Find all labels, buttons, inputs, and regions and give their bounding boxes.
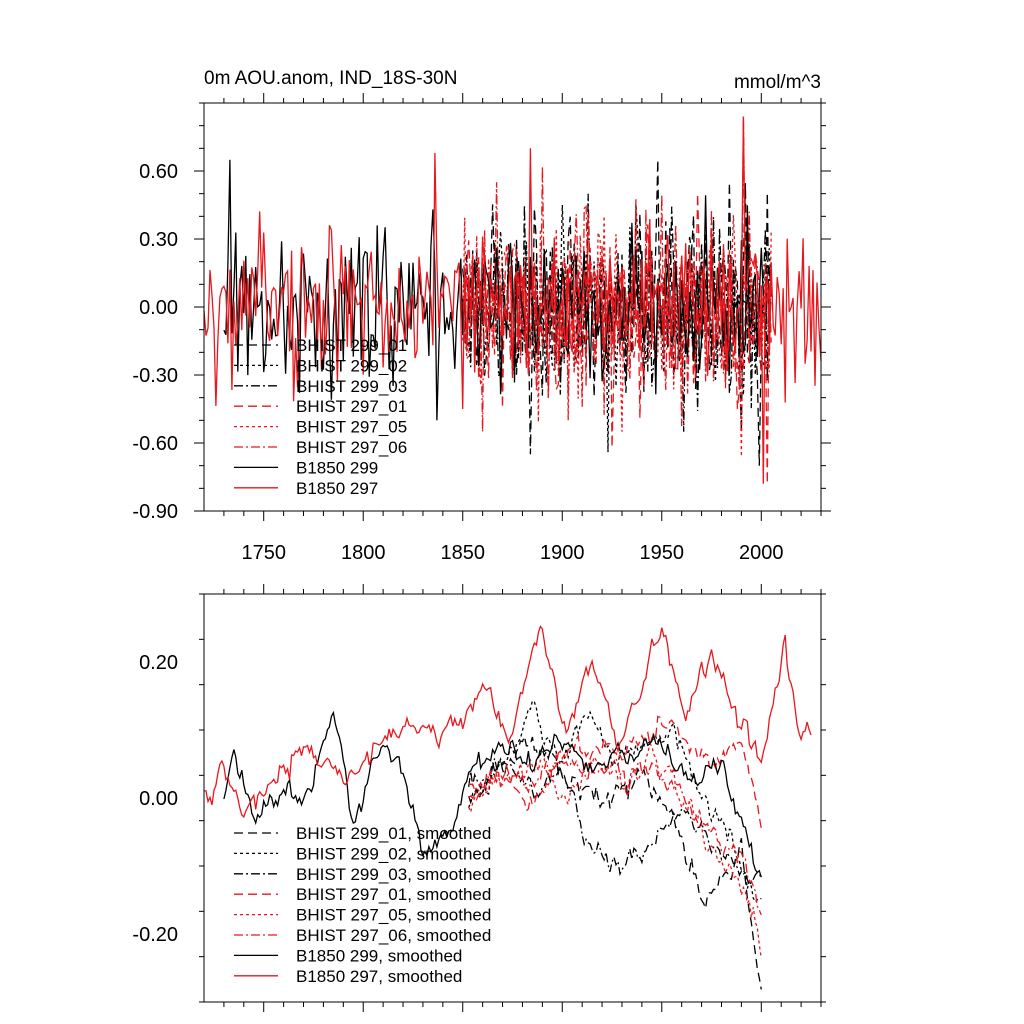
series-line-b1850-299-smoothed [223,710,762,878]
legend-label: BHIST 297_06, smoothed [296,926,491,945]
legend-label: BHIST 297_05, smoothed [296,906,491,925]
legend-label: BHIST 297_06 [296,438,407,457]
legend-label: BHIST 299_02, smoothed [296,844,491,863]
top-chart-series-group [203,116,822,484]
y-tick-label: 0.30 [139,229,178,251]
y-tick-label: -0.30 [132,365,178,387]
y-tick-label: 0.60 [139,161,178,183]
bottom-chart-axes: 0.20 0.00 -0.20 [132,584,826,1012]
series-line-b1850-297 [203,116,822,484]
series-line-b1850-299 [223,159,764,421]
x-tick-label: 1850 [440,542,485,564]
bottom-chart-series-group [204,625,812,990]
series-line-bhist-299-01 [462,159,772,466]
top-chart-units: mmol/m^3 [734,72,821,93]
bottom-chart-plot-frame [203,593,822,1003]
top-chart-panel: 0m AOU.anom, IND_18S-30N mmol/m^3 0.600.… [132,68,831,564]
y-tick-label: -0.90 [132,501,178,523]
legend-label: BHIST 297_01, smoothed [296,885,491,904]
legend-label: B1850 299, smoothed [296,946,462,965]
x-tick-label: 1900 [540,542,585,564]
legend-label: B1850 299 [296,458,378,477]
y-tick-label: 0.00 [139,297,178,319]
x-tick-label: 1950 [640,542,685,564]
top-chart-title: 0m AOU.anom, IND_18S-30N [204,68,457,89]
x-tick-label: 2000 [739,542,784,564]
bottom-chart-panel: 0.200.00-0.20 BHIST 299_01, smoothedBHIS… [132,584,826,1012]
legend-label: BHIST 297_01 [296,397,407,416]
y-tick-label: -0.60 [132,433,178,455]
top-chart-axes: 0.60 0.30 0.00 -0.30 -0.60 -0.90 1750 1800 1850 1… [132,93,831,564]
x-tick-label: 1800 [341,542,386,564]
series-line-bhist-297-06-smoothed [468,754,762,916]
legend-label: BHIST 297_05 [296,418,407,437]
legend-label: BHIST 299_03, smoothed [296,865,491,884]
y-tick-label: 0.00 [139,788,178,810]
legend-label: BHIST 299_01, smoothed [296,824,491,843]
series-line-bhist-297-01-smoothed [468,715,762,829]
legend-label: B1850 297, smoothed [296,967,462,986]
series-line-bhist-299-02-smoothed [468,699,762,904]
series-line-b1850-297-smoothed [204,625,812,819]
legend-label: B1850 297 [296,479,378,498]
series-line-bhist-299-01-smoothed [468,733,762,990]
legend-label: BHIST 299_01 [296,336,407,355]
legend-label: BHIST 299_03 [296,377,407,396]
y-tick-label: -0.20 [132,924,178,946]
legend-label: BHIST 299_02 [296,356,407,375]
series-line-bhist-299-03-smoothed [468,758,762,887]
y-tick-label: 0.20 [139,652,178,674]
x-tick-label: 1750 [241,542,286,564]
